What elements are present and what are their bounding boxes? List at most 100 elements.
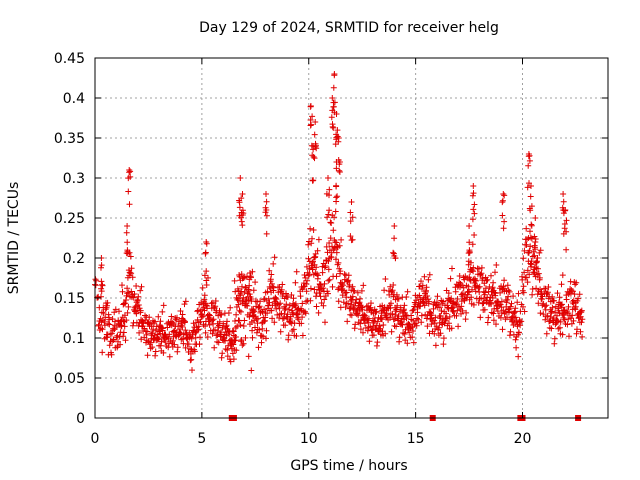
- data-point: [536, 274, 543, 281]
- data-point: [549, 293, 556, 300]
- data-point: [453, 312, 460, 319]
- data-point: [124, 285, 131, 292]
- data-point: [98, 288, 105, 295]
- data-point: [292, 300, 299, 307]
- data-point: [537, 286, 544, 293]
- data-point: [402, 337, 409, 344]
- data-point: [476, 283, 483, 290]
- data-point: [179, 323, 186, 330]
- data-point: [333, 273, 340, 280]
- data-point: [234, 323, 241, 330]
- data-point: [579, 316, 586, 323]
- peak-point: [466, 247, 473, 254]
- peak-point: [313, 142, 319, 149]
- data-point: [99, 326, 106, 333]
- data-point: [499, 326, 506, 333]
- data-point: [512, 314, 519, 321]
- data-point: [513, 344, 520, 351]
- peak-point: [307, 122, 314, 129]
- data-point: [146, 314, 153, 321]
- data-point: [357, 295, 363, 302]
- data-point: [448, 295, 455, 302]
- peak-point: [469, 192, 476, 199]
- peak-point: [465, 261, 472, 268]
- data-point: [228, 345, 235, 352]
- data-point: [252, 279, 259, 286]
- data-point: [305, 255, 312, 262]
- data-point: [246, 276, 253, 283]
- data-point: [170, 328, 177, 335]
- y-tick-label: 0.4: [63, 91, 85, 107]
- data-point: [224, 347, 231, 353]
- data-point: [216, 318, 223, 325]
- data-point: [440, 298, 447, 305]
- data-point: [348, 312, 355, 319]
- data-point: [129, 322, 136, 329]
- data-point: [571, 291, 578, 298]
- data-point: [389, 310, 396, 317]
- axis-ticks: [94, 57, 608, 419]
- peak-point: [239, 191, 246, 197]
- data-point: [209, 330, 216, 337]
- data-point: [157, 318, 164, 325]
- data-point: [403, 294, 410, 300]
- data-point: [204, 303, 211, 309]
- data-point: [535, 265, 541, 272]
- data-point: [236, 307, 243, 314]
- data-point: [548, 308, 555, 315]
- data-point: [229, 327, 236, 334]
- data-point: [225, 310, 232, 316]
- data-point: [243, 285, 250, 291]
- data-point: [230, 356, 237, 363]
- data-point: [353, 296, 360, 303]
- data-point: [344, 318, 351, 325]
- data-point: [559, 301, 565, 308]
- data-point: [518, 318, 525, 325]
- data-point: [559, 272, 566, 279]
- peak-point: [466, 223, 473, 229]
- tick-labels: 0 0.05 0.1 0.15 0.2 0.25 0.3 0.35 0.4 0.45 0 5 10 15 2…: [54, 51, 532, 447]
- data-point: [112, 306, 119, 313]
- data-point: [492, 269, 498, 276]
- data-point: [465, 289, 471, 296]
- data-point: [108, 330, 115, 337]
- data-point: [366, 338, 373, 345]
- data-point: [373, 308, 380, 315]
- data-point: [344, 278, 350, 284]
- data-point: [517, 322, 524, 329]
- data-point: [490, 317, 497, 324]
- data-point: [255, 344, 262, 351]
- data-point: [265, 295, 272, 302]
- data-point: [362, 312, 369, 319]
- peak-point: [528, 183, 534, 189]
- peak-point: [331, 71, 338, 77]
- data-points: [92, 71, 586, 374]
- data-point: [160, 349, 167, 356]
- peak-point: [236, 199, 243, 206]
- data-point: [497, 289, 504, 296]
- data-point: [159, 325, 166, 332]
- peak-point: [470, 183, 477, 189]
- data-point: [306, 271, 313, 278]
- peak-point: [469, 216, 476, 223]
- data-point: [319, 269, 326, 276]
- data-point: [419, 282, 426, 289]
- data-point: [313, 264, 320, 271]
- peak-point: [525, 162, 532, 169]
- data-point: [325, 258, 332, 265]
- data-point: [368, 327, 375, 334]
- data-point: [577, 328, 584, 335]
- data-point: [430, 305, 437, 312]
- data-point: [166, 331, 173, 338]
- data-point: [151, 318, 158, 325]
- data-point: [504, 282, 511, 289]
- data-point: [238, 288, 245, 295]
- data-point: [423, 284, 430, 291]
- data-point: [549, 304, 556, 311]
- data-point: [554, 318, 561, 324]
- peak-point: [330, 124, 337, 131]
- data-point: [475, 285, 482, 291]
- data-point: [248, 296, 255, 302]
- peak-point: [501, 192, 508, 199]
- data-point: [482, 285, 489, 292]
